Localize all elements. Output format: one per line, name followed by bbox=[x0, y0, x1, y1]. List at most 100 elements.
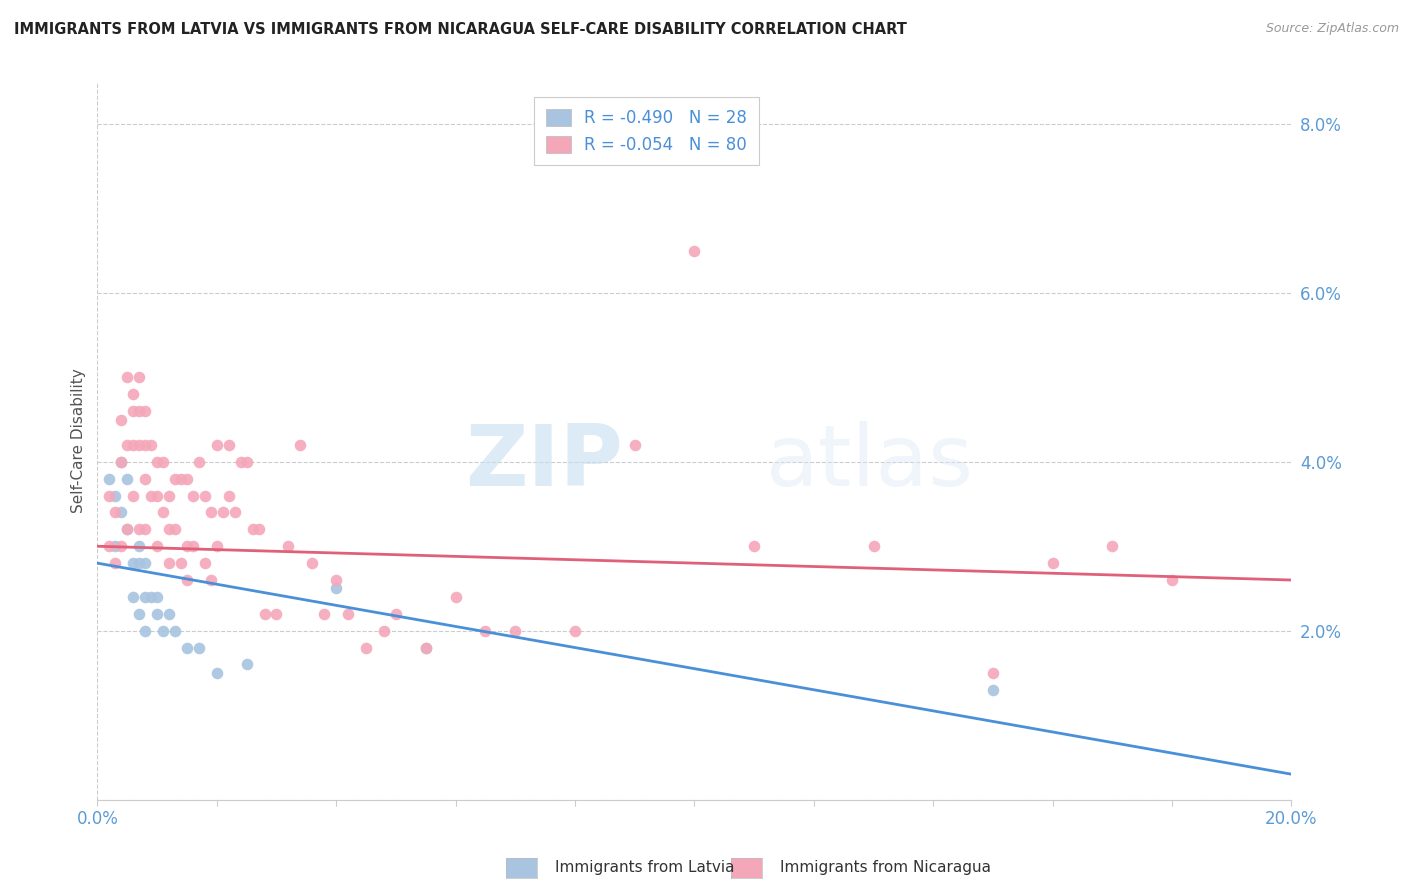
Point bbox=[128, 522, 150, 536]
Point bbox=[157, 522, 180, 536]
Point bbox=[134, 404, 156, 418]
Point bbox=[104, 539, 127, 553]
Point bbox=[1161, 573, 1184, 587]
Point bbox=[415, 640, 437, 655]
Legend: R = -0.490   N = 28, R = -0.054   N = 80: R = -0.490 N = 28, R = -0.054 N = 80 bbox=[534, 97, 759, 165]
Point bbox=[200, 573, 222, 587]
Point bbox=[122, 590, 145, 604]
Point bbox=[981, 682, 1004, 697]
Point bbox=[134, 590, 156, 604]
Point bbox=[163, 522, 186, 536]
Point bbox=[683, 244, 706, 258]
Point bbox=[170, 556, 193, 570]
Point bbox=[235, 455, 257, 469]
Point bbox=[385, 607, 408, 621]
Point bbox=[981, 665, 1004, 680]
Point bbox=[415, 640, 437, 655]
Text: Immigrants from Latvia: Immigrants from Latvia bbox=[555, 860, 735, 874]
Point bbox=[163, 624, 186, 638]
Point bbox=[301, 556, 323, 570]
Point bbox=[170, 472, 193, 486]
Point bbox=[122, 489, 145, 503]
Point bbox=[194, 556, 217, 570]
Point bbox=[176, 472, 198, 486]
Point bbox=[134, 624, 156, 638]
Point bbox=[205, 438, 228, 452]
Point bbox=[128, 438, 150, 452]
Point bbox=[146, 489, 169, 503]
Point bbox=[134, 522, 156, 536]
Point bbox=[98, 472, 121, 486]
Point bbox=[325, 582, 347, 596]
Text: IMMIGRANTS FROM LATVIA VS IMMIGRANTS FROM NICARAGUA SELF-CARE DISABILITY CORRELA: IMMIGRANTS FROM LATVIA VS IMMIGRANTS FRO… bbox=[14, 22, 907, 37]
Point bbox=[266, 607, 288, 621]
Point bbox=[194, 489, 217, 503]
Point bbox=[444, 590, 467, 604]
Point bbox=[862, 539, 884, 553]
Point bbox=[564, 624, 586, 638]
Point bbox=[373, 624, 395, 638]
Point bbox=[146, 539, 169, 553]
Point bbox=[474, 624, 496, 638]
Point bbox=[242, 522, 264, 536]
Point bbox=[110, 455, 132, 469]
Point bbox=[122, 404, 145, 418]
Point bbox=[104, 556, 127, 570]
Point bbox=[115, 438, 138, 452]
Point bbox=[176, 640, 198, 655]
Point bbox=[152, 624, 174, 638]
Point bbox=[139, 590, 162, 604]
Point bbox=[218, 438, 240, 452]
Point bbox=[187, 640, 209, 655]
Point bbox=[122, 556, 145, 570]
Point bbox=[205, 665, 228, 680]
Point bbox=[134, 556, 156, 570]
Point bbox=[157, 489, 180, 503]
Point bbox=[314, 607, 336, 621]
Point bbox=[110, 506, 132, 520]
Point bbox=[152, 506, 174, 520]
Point bbox=[247, 522, 270, 536]
Point bbox=[128, 370, 150, 384]
Point bbox=[623, 438, 645, 452]
Point bbox=[176, 573, 198, 587]
Point bbox=[146, 590, 169, 604]
Y-axis label: Self-Care Disability: Self-Care Disability bbox=[72, 368, 86, 513]
Point bbox=[176, 539, 198, 553]
Point bbox=[211, 506, 233, 520]
Point bbox=[325, 573, 347, 587]
Point bbox=[104, 506, 127, 520]
Text: atlas: atlas bbox=[766, 421, 974, 504]
Point bbox=[205, 539, 228, 553]
Point bbox=[134, 472, 156, 486]
Point bbox=[224, 506, 246, 520]
Point bbox=[110, 412, 132, 426]
Point bbox=[1042, 556, 1064, 570]
Point bbox=[98, 539, 121, 553]
Point bbox=[115, 370, 138, 384]
Point bbox=[181, 489, 204, 503]
Point bbox=[253, 607, 276, 621]
Point bbox=[122, 438, 145, 452]
Point bbox=[146, 607, 169, 621]
Point bbox=[503, 624, 526, 638]
Point bbox=[187, 455, 209, 469]
Point bbox=[235, 657, 257, 672]
Point bbox=[134, 438, 156, 452]
Point bbox=[115, 522, 138, 536]
Point bbox=[104, 489, 127, 503]
Point bbox=[1101, 539, 1123, 553]
Point bbox=[229, 455, 252, 469]
Point bbox=[115, 522, 138, 536]
Point bbox=[122, 387, 145, 401]
Point bbox=[277, 539, 299, 553]
Point bbox=[290, 438, 312, 452]
Text: Immigrants from Nicaragua: Immigrants from Nicaragua bbox=[780, 860, 991, 874]
Point bbox=[181, 539, 204, 553]
Point bbox=[139, 438, 162, 452]
Point bbox=[157, 556, 180, 570]
Point bbox=[152, 455, 174, 469]
Point bbox=[146, 455, 169, 469]
Point bbox=[128, 607, 150, 621]
Point bbox=[157, 607, 180, 621]
